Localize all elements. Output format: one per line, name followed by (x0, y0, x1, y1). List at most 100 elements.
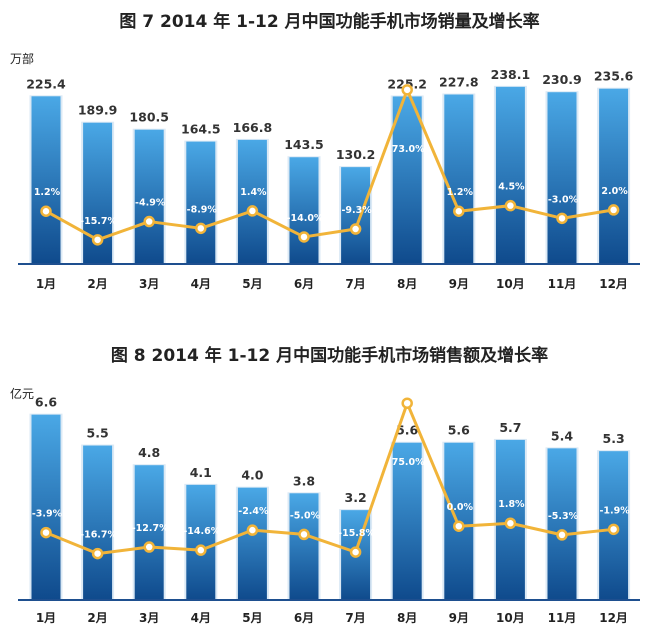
growth-rate-label: 73.0% (392, 144, 425, 155)
bar-5月 (237, 139, 267, 264)
x-tick-label: 3月 (139, 277, 159, 291)
x-tick-label: 4月 (191, 277, 211, 291)
bar-value-label: 227.8 (439, 75, 479, 90)
chart-2-unit-label: 亿元 (10, 386, 34, 401)
growth-rate-point (556, 529, 568, 541)
x-tick-label: 7月 (345, 611, 365, 625)
chart-1: 图 7 2014 年 1-12 月中国功能手机市场销量及增长率 万部 225.4… (10, 11, 640, 291)
bar-value-label: 4.0 (241, 468, 263, 483)
x-tick-label: 11月 (548, 611, 577, 625)
x-tick-label: 2月 (87, 277, 107, 291)
bar-6月 (289, 157, 319, 264)
growth-rate-point (195, 544, 207, 556)
x-tick-label: 12月 (599, 277, 628, 291)
bar-value-label: 164.5 (181, 122, 221, 137)
x-tick-label: 12月 (599, 611, 628, 625)
x-tick-label: 9月 (449, 611, 469, 625)
growth-rate-label: 0.0% (447, 502, 474, 513)
bar-value-label: 235.6 (594, 69, 634, 84)
growth-rate-label: -3.9% (32, 509, 63, 520)
bar-4月 (186, 484, 216, 600)
growth-rate-label: 1.2% (34, 187, 61, 198)
bar-value-label: 5.6 (448, 423, 470, 438)
growth-rate-label: -4.9% (135, 198, 166, 209)
x-tick-label: 8月 (397, 611, 417, 625)
x-tick-label: 1月 (36, 611, 56, 625)
growth-rate-point (40, 526, 52, 539)
bar-value-label: 4.1 (190, 465, 212, 480)
growth-rate-label: 4.5% (498, 182, 525, 193)
growth-rate-point (143, 541, 155, 553)
growth-rate-label: 75.0% (392, 457, 425, 468)
bar-value-label: 189.9 (78, 103, 118, 118)
growth-rate-label: -1.9% (599, 505, 630, 516)
x-tick-label: 9月 (449, 277, 469, 291)
growth-rate-label: -14.6% (183, 526, 220, 537)
x-tick-label: 10月 (496, 611, 525, 625)
bar-value-label: 3.8 (293, 473, 315, 488)
bar-value-label: 5.3 (603, 431, 625, 446)
growth-rate-point (504, 517, 517, 529)
growth-rate-point (401, 397, 413, 409)
bar-11月 (547, 448, 577, 600)
growth-rate-label: -16.7% (80, 530, 117, 541)
growth-rate-label: 1.2% (447, 187, 474, 198)
growth-rate-label: -3.0% (548, 194, 579, 205)
bar-value-label: 3.2 (345, 490, 367, 505)
bar-value-label: 230.9 (542, 72, 582, 87)
growth-rate-point (143, 215, 155, 228)
bar-value-label: 4.8 (138, 445, 160, 460)
growth-rate-label: -14.0% (287, 213, 324, 224)
growth-rate-point (504, 199, 517, 212)
chart-2-title: 图 8 2014 年 1-12 月中国功能手机市场销售额及增长率 (111, 345, 548, 366)
growth-rate-point (556, 212, 568, 225)
bar-7月 (341, 167, 371, 264)
growth-rate-label: 1.8% (498, 499, 525, 510)
growth-rate-point (91, 547, 104, 560)
growth-rate-label: -5.3% (548, 511, 579, 522)
bar-6月 (289, 493, 319, 600)
growth-rate-line (45, 401, 614, 556)
growth-rate-label: -5.0% (290, 510, 321, 521)
growth-rate-point (453, 520, 465, 532)
growth-rate-point (246, 524, 259, 536)
growth-rate-label: -2.4% (238, 506, 269, 517)
growth-rate-label: -15.7% (80, 216, 117, 227)
x-tick-label: 11月 (548, 277, 577, 291)
bar-9月 (444, 94, 474, 264)
bar-3月 (134, 465, 164, 600)
bar-10月 (495, 86, 525, 264)
growth-rate-label: -15.8% (338, 528, 375, 539)
bar-value-label: 225.2 (387, 76, 427, 91)
bar-value-label: 238.1 (491, 67, 531, 82)
bar-value-label: 130.2 (336, 147, 376, 162)
bar-11月 (547, 92, 577, 264)
bar-value-label: 166.8 (233, 120, 273, 135)
bar-8月 (392, 442, 422, 600)
bar-value-label: 5.4 (551, 428, 573, 443)
chart-1-unit-label: 万部 (10, 51, 34, 66)
x-tick-label: 6月 (294, 611, 314, 625)
growth-rate-label: 1.4% (240, 187, 267, 198)
x-tick-label: 8月 (397, 277, 417, 291)
chart-1-title: 图 7 2014 年 1-12 月中国功能手机市场销量及增长率 (119, 11, 539, 32)
growth-rate-point (607, 523, 620, 536)
x-tick-label: 10月 (496, 277, 525, 291)
x-tick-label: 7月 (345, 277, 365, 291)
x-tick-label: 4月 (191, 611, 211, 625)
growth-rate-label: -9.3% (341, 205, 372, 216)
growth-rate-point (40, 205, 52, 217)
bar-value-label: 180.5 (129, 110, 169, 125)
growth-rate-point (401, 84, 413, 96)
bar-4月 (186, 141, 216, 264)
bar-8月 (392, 96, 422, 264)
growth-rate-point (298, 528, 310, 541)
x-tick-label: 2月 (87, 611, 107, 625)
growth-rate-line (45, 88, 614, 242)
growth-rate-point (298, 231, 310, 243)
chart-2: 图 8 2014 年 1-12 月中国功能手机市场销售额及增长率 亿元 6.6 5… (10, 345, 640, 625)
bar-1月 (31, 96, 61, 264)
bar-12月 (599, 88, 629, 265)
growth-rate-point (349, 546, 362, 558)
x-tick-label: 5月 (242, 277, 262, 291)
